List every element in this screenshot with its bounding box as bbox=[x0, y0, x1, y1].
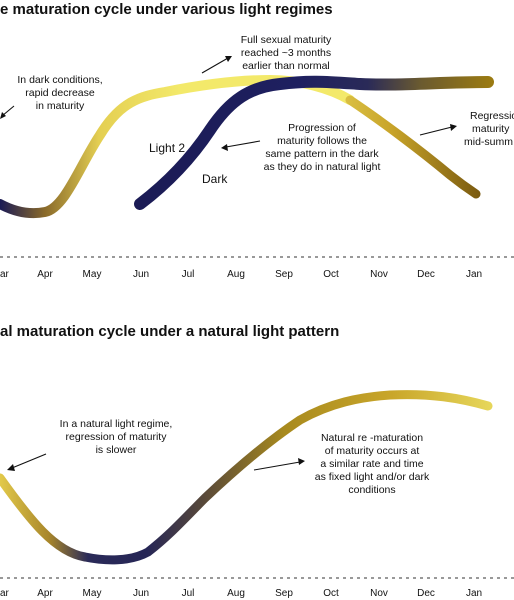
top-tick-nov: Nov bbox=[370, 269, 388, 280]
svg-text:conditions: conditions bbox=[348, 484, 395, 496]
bottom-tick-oct: Oct bbox=[323, 588, 339, 599]
bottom-month-ticks: ar Apr May Jun Jul Aug Sep Oct Nov Dec J… bbox=[0, 588, 482, 599]
svg-text:regression of maturity: regression of maturity bbox=[66, 431, 168, 443]
svg-text:maturity: maturity bbox=[472, 123, 510, 135]
top-dark-curve bbox=[134, 75, 494, 210]
top-month-ticks: ar Apr May Jun Jul Aug Sep Oct Nov Dec J… bbox=[0, 269, 482, 280]
svg-text:In dark conditions,: In dark conditions, bbox=[17, 74, 102, 86]
note-same-pattern: Progression of maturity follows the same… bbox=[264, 122, 381, 173]
bottom-tick-mar: ar bbox=[0, 588, 10, 599]
bottom-tick-sep: Sep bbox=[275, 588, 293, 599]
bottom-tick-aug: Aug bbox=[227, 588, 245, 599]
svg-text:is slower: is slower bbox=[96, 444, 137, 456]
top-tick-mar: ar bbox=[0, 269, 10, 280]
bottom-tick-jan: Jan bbox=[466, 588, 482, 599]
svg-text:in maturity: in maturity bbox=[36, 100, 85, 112]
top-regression-curve bbox=[345, 95, 481, 199]
arrow-dark-decrease bbox=[0, 105, 15, 119]
bottom-natural-curve bbox=[0, 390, 493, 565]
svg-text:Regressio: Regressio bbox=[470, 110, 514, 122]
top-tick-jan: Jan bbox=[466, 269, 482, 280]
svg-text:rapid decrease: rapid decrease bbox=[25, 87, 95, 99]
svg-text:a similar rate and time: a similar rate and time bbox=[320, 458, 423, 470]
bottom-tick-dec: Dec bbox=[417, 588, 435, 599]
top-tick-jun: Jun bbox=[133, 269, 149, 280]
note-natural-regression: In a natural light regime, regression of… bbox=[60, 418, 173, 456]
note-rematuration: Natural re -maturation of maturity occur… bbox=[315, 432, 430, 496]
svg-text:Progression of: Progression of bbox=[288, 122, 356, 134]
top-panel-title: e maturation cycle under various light r… bbox=[0, 1, 333, 18]
label-dark: Dark bbox=[202, 172, 228, 186]
top-tick-apr: Apr bbox=[37, 269, 53, 280]
arrow-rematuration bbox=[253, 458, 305, 471]
label-light-2: Light 2 bbox=[149, 141, 185, 155]
svg-text:reached ~3 months: reached ~3 months bbox=[241, 47, 331, 59]
svg-text:Natural re -maturation: Natural re -maturation bbox=[321, 432, 423, 444]
top-tick-oct: Oct bbox=[323, 269, 339, 280]
note-dark-decrease: In dark conditions, rapid decrease in ma… bbox=[17, 74, 102, 112]
bottom-tick-apr: Apr bbox=[37, 588, 53, 599]
svg-text:Full sexual maturity: Full sexual maturity bbox=[241, 34, 332, 46]
top-tick-jul: Jul bbox=[182, 269, 195, 280]
svg-text:mid-summ: mid-summ bbox=[464, 136, 513, 148]
bottom-tick-nov: Nov bbox=[370, 588, 388, 599]
arrow-same-pattern bbox=[221, 140, 261, 151]
bottom-panel-title: al maturation cycle under a natural ligh… bbox=[0, 323, 339, 340]
bottom-tick-jul: Jul bbox=[182, 588, 195, 599]
top-tick-sep: Sep bbox=[275, 269, 293, 280]
svg-text:In a natural light regime,: In a natural light regime, bbox=[60, 418, 173, 430]
svg-text:as fixed light and/or dark: as fixed light and/or dark bbox=[315, 471, 430, 483]
svg-text:maturity follows the: maturity follows the bbox=[277, 135, 367, 147]
top-tick-may: May bbox=[83, 269, 102, 280]
arrow-full-maturity bbox=[201, 56, 232, 74]
arrow-natural-regression bbox=[7, 453, 47, 471]
bottom-tick-jun: Jun bbox=[133, 588, 149, 599]
bottom-tick-may: May bbox=[83, 588, 102, 599]
note-full-maturity: Full sexual maturity reached ~3 months e… bbox=[241, 34, 332, 72]
svg-text:as they do in natural light: as they do in natural light bbox=[264, 161, 381, 173]
top-tick-dec: Dec bbox=[417, 269, 435, 280]
svg-text:earlier than normal: earlier than normal bbox=[242, 60, 330, 72]
note-regression: Regressio maturity mid-summ bbox=[464, 110, 514, 148]
svg-text:of maturity occurs at: of maturity occurs at bbox=[325, 445, 420, 457]
arrow-regression bbox=[419, 124, 457, 136]
svg-text:same pattern in the dark: same pattern in the dark bbox=[265, 148, 379, 160]
top-tick-aug: Aug bbox=[227, 269, 245, 280]
